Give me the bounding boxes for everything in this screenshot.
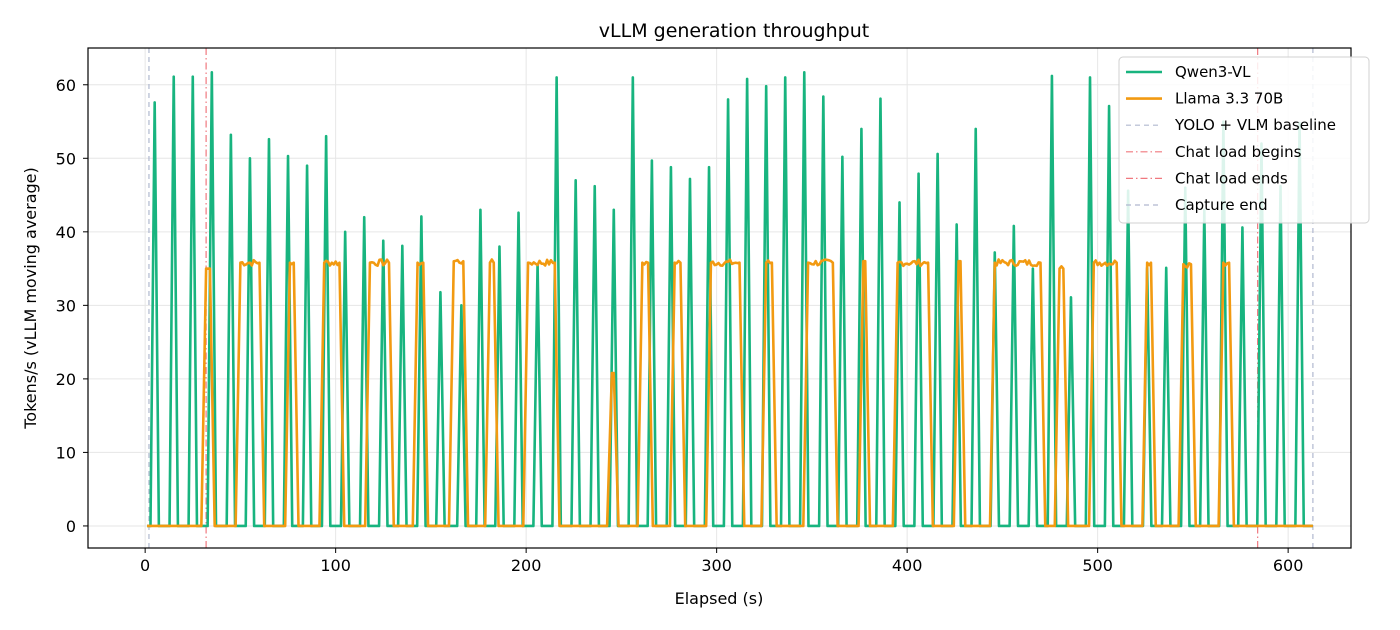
x-tick-label: 200 — [511, 556, 542, 575]
legend-label: Qwen3-VL — [1175, 63, 1251, 81]
y-tick-label: 0 — [66, 517, 76, 536]
y-axis-ticks: 0 10 20 30 40 50 60 — [56, 76, 88, 536]
legend-label: Capture end — [1175, 196, 1268, 214]
y-tick-label: 30 — [56, 296, 76, 315]
legend-label: Chat load begins — [1175, 143, 1302, 161]
y-axis-title: Tokens/s (vLLM moving average) — [21, 167, 40, 430]
x-tick-label: 0 — [140, 556, 150, 575]
y-tick-label: 10 — [56, 443, 76, 462]
x-axis-ticks: 0 100 200 300 400 500 600 — [140, 548, 1303, 575]
legend-box — [1118, 56, 1370, 224]
series-line-qwen3-vl — [147, 70, 1313, 528]
series-line-llama-3-3-70b — [147, 258, 1313, 528]
plot-frame — [87, 47, 1352, 549]
x-axis-title: Elapsed (s) — [675, 589, 764, 608]
x-tick-label: 100 — [320, 556, 351, 575]
series-lines — [147, 70, 1313, 528]
x-tick-label: 500 — [1082, 556, 1113, 575]
legend: Qwen3-VL Llama 3.3 70B YOLO + VLM baseline… — [1118, 56, 1370, 224]
chart-title: vLLM generation throughput — [599, 20, 869, 42]
y-tick-label: 20 — [56, 370, 76, 389]
y-tick-label: 60 — [56, 76, 76, 95]
legend-label: Chat load ends — [1175, 169, 1288, 187]
legend-label: YOLO + VLM baseline — [1174, 116, 1336, 134]
y-tick-label: 40 — [56, 223, 76, 242]
x-tick-label: 400 — [892, 556, 923, 575]
y-tick-label: 50 — [56, 149, 76, 168]
x-tick-label: 300 — [701, 556, 732, 575]
x-tick-label: 600 — [1273, 556, 1304, 575]
legend-label: Llama 3.3 70B — [1175, 90, 1283, 108]
